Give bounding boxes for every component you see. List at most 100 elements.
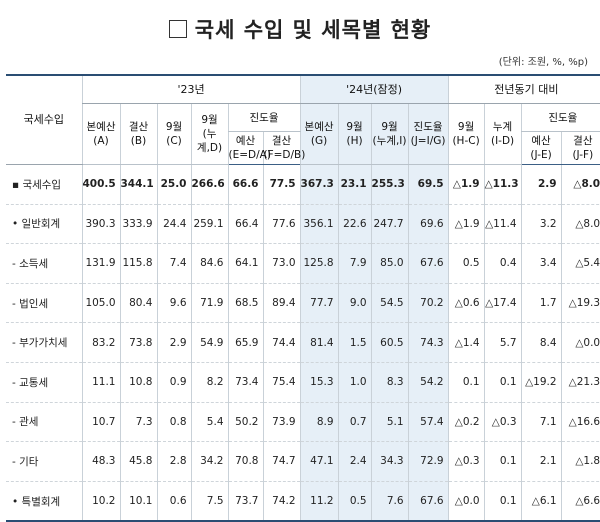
table-cell: △1.8 <box>560 441 600 482</box>
table-cell: △6.6 <box>560 481 600 522</box>
table-cell: △5.4 <box>560 243 600 284</box>
table-cell: 70.8 <box>227 441 263 482</box>
table-cell: 24.4 <box>156 204 191 245</box>
col-prog-settle-23: 결산 (F=D/B) <box>262 131 305 165</box>
table-cell: 60.5 <box>370 322 409 363</box>
table-cell: 0.7 <box>337 402 372 443</box>
table-row: • 일반회계 390.3 333.9 24.4 259.1 66.4 77.6 356.1 22… <box>6 204 600 245</box>
table-cell: 64.1 <box>227 243 263 284</box>
table-cell: 0.5 <box>447 243 485 284</box>
table-cell: 69.5 <box>407 164 449 205</box>
table-cell: 2.8 <box>156 441 191 482</box>
table-cell: 9.0 <box>337 283 372 324</box>
table-cell: 7.4 <box>156 243 191 284</box>
table-cell: 80.4 <box>119 283 157 324</box>
table-cell: 0.1 <box>483 481 522 522</box>
table-cell: 7.9 <box>337 243 372 284</box>
col-sep-yoy: 9월 (H-C) <box>447 103 485 165</box>
table-cell: 67.6 <box>407 243 449 284</box>
table-cell: 57.4 <box>407 402 449 443</box>
progress-header-23: 진도율 <box>227 103 301 132</box>
table-cell: 66.6 <box>227 164 263 205</box>
table-cell: 1.0 <box>337 362 372 403</box>
table-cell: 10.7 <box>81 402 120 443</box>
table-cell: 34.3 <box>370 441 409 482</box>
table-cell: 69.6 <box>407 204 449 245</box>
table-cell: △16.6 <box>560 402 600 443</box>
table-cell: 47.1 <box>299 441 339 482</box>
table-cell: 50.2 <box>227 402 263 443</box>
table-cell: 73.4 <box>227 362 263 403</box>
checkbox-square-icon <box>168 20 187 38</box>
table-cell: 115.8 <box>119 243 157 284</box>
table-cell: 2.9 <box>520 164 562 205</box>
table-cell: 73.0 <box>262 243 301 284</box>
row-label: - 부가가치세 <box>6 322 82 363</box>
row-label: ▪ 국세수입 <box>6 164 82 205</box>
table-cell: 8.9 <box>299 402 339 443</box>
col-prog-budget-yoy: 예산 (J-E) <box>520 131 562 165</box>
table-cell: 23.1 <box>337 164 372 205</box>
table-cell: 8.3 <box>370 362 409 403</box>
table-cell: 0.5 <box>337 481 372 522</box>
col-cum-yoy: 누계 (I-D) <box>483 103 522 165</box>
col-sep-23: 9월 (C) <box>156 103 191 165</box>
col-cum-24: 9월 (누계,I) <box>370 103 409 165</box>
row-label: - 관세 <box>6 402 82 443</box>
table-cell: 0.1 <box>483 362 522 403</box>
row-label: - 기타 <box>6 441 82 482</box>
table-row: - 부가가치세 83.2 73.8 2.9 54.9 65.9 74.4 81.4 1.5 60.… <box>6 322 600 363</box>
table-cell: 8.2 <box>190 362 228 403</box>
col-settle-23: 결산 (B) <box>119 103 157 165</box>
table-cell: △1.9 <box>447 164 485 205</box>
table-cell: 7.5 <box>190 481 228 522</box>
group-header-yoy: 전년동기 대비 <box>447 75 600 104</box>
group-header-2023: '23년 <box>81 75 301 104</box>
table-cell: △8.0 <box>560 164 600 205</box>
table-row: - 소득세 131.9 115.8 7.4 84.6 64.1 73.0 125.8 7.9 85… <box>6 243 600 284</box>
table-cell: 247.7 <box>370 204 409 245</box>
table-cell: △0.3 <box>483 402 522 443</box>
table-cell: 65.9 <box>227 322 263 363</box>
table-cell: 48.3 <box>81 441 120 482</box>
table-cell: 2.9 <box>156 322 191 363</box>
table-cell: 10.1 <box>119 481 157 522</box>
col-sep-24: 9월 (H) <box>337 103 372 165</box>
table-cell: △8.0 <box>560 204 600 245</box>
table-cell: 2.1 <box>520 441 562 482</box>
unit-note: (단위: 조원, %, %p) <box>498 57 588 68</box>
table-cell: 9.6 <box>156 283 191 324</box>
table-cell: 400.5 <box>81 164 120 205</box>
table-cell: 3.4 <box>520 243 562 284</box>
table-cell: 390.3 <box>81 204 120 245</box>
table-cell: 83.2 <box>81 322 120 363</box>
title-text: 국세 수입 및 세목별 현황 <box>194 18 432 42</box>
table-cell: 67.6 <box>407 481 449 522</box>
table-cell: 0.8 <box>156 402 191 443</box>
table-cell: 68.5 <box>227 283 263 324</box>
table-cell: 45.8 <box>119 441 157 482</box>
table-cell: 34.2 <box>190 441 228 482</box>
table-cell: △6.1 <box>520 481 562 522</box>
table-cell: △11.4 <box>483 204 522 245</box>
table-cell: 77.7 <box>299 283 339 324</box>
table-row: - 관세 10.7 7.3 0.8 5.4 50.2 73.9 8.9 0.7 5.1 57.4 △0… <box>6 402 600 443</box>
row-label: - 교통세 <box>6 362 82 403</box>
table-cell: 70.2 <box>407 283 449 324</box>
table-cell: 74.7 <box>262 441 301 482</box>
table-cell: 255.3 <box>370 164 409 205</box>
table-cell: 84.6 <box>190 243 228 284</box>
table-cell: 333.9 <box>119 204 157 245</box>
table-cell: △0.6 <box>447 283 485 324</box>
table-cell: 131.9 <box>81 243 120 284</box>
table-cell: 5.4 <box>190 402 228 443</box>
table-cell: 74.3 <box>407 322 449 363</box>
table-cell: 10.2 <box>81 481 120 522</box>
row-label-header: 국세수입 <box>6 75 82 165</box>
table-cell: 77.5 <box>262 164 301 205</box>
table-cell: 54.9 <box>190 322 228 363</box>
col-cum-23: 9월 (누계,D) <box>190 103 228 165</box>
table-cell: △1.4 <box>447 322 485 363</box>
progress-header-yoy: 진도율 <box>520 103 600 132</box>
col-prog-budget-23: 예산 (E=D/A) <box>227 131 271 165</box>
